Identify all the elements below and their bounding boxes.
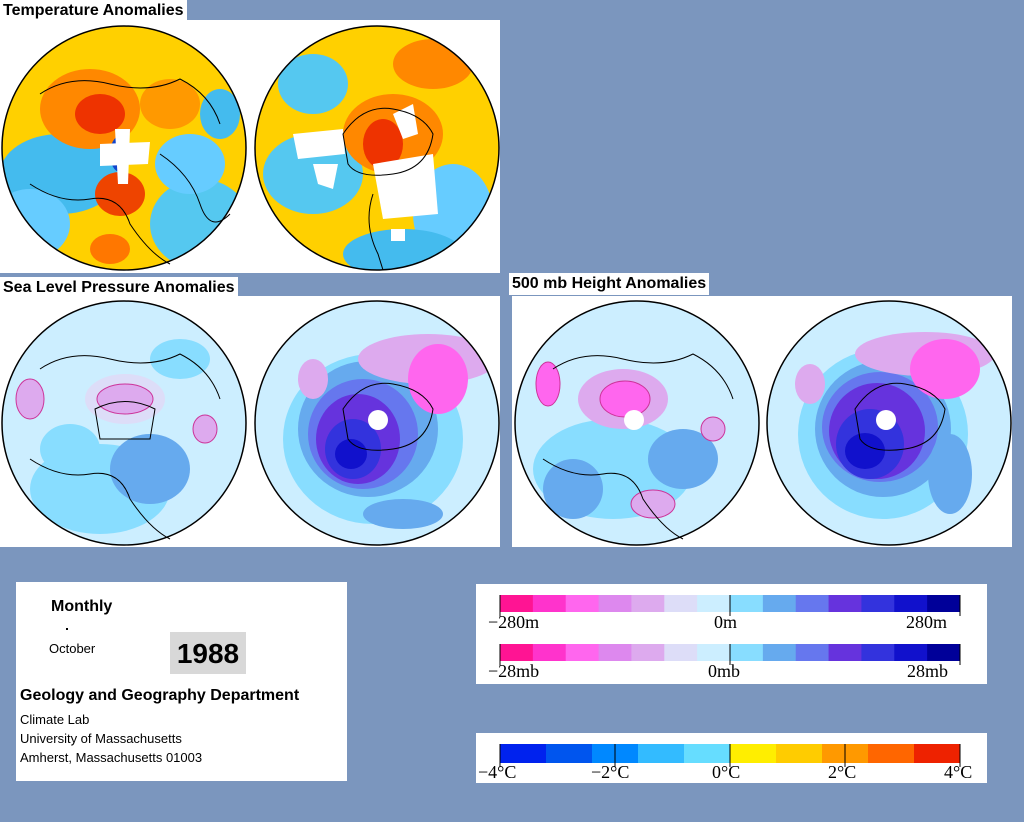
height-scale-swatch bbox=[532, 595, 567, 612]
height-scale-swatch bbox=[828, 595, 862, 612]
temp-scale-label: −4°C bbox=[478, 762, 517, 782]
temperature-scale-swatch bbox=[868, 744, 915, 763]
height-scale-swatch bbox=[730, 595, 764, 612]
temperature-scale-swatch bbox=[776, 744, 823, 763]
temperature-scale-swatch bbox=[546, 744, 593, 763]
temperature-scale-swatch bbox=[730, 744, 777, 763]
height-scale-swatch bbox=[697, 595, 731, 612]
temp-scale-label: 0°C bbox=[712, 762, 741, 782]
height-scale-swatch bbox=[861, 595, 895, 612]
temperature-legend: −4°C −2°C 0°C 2°C 4°C bbox=[476, 733, 987, 783]
pressure-scale-max: 28mb bbox=[907, 661, 949, 681]
pressure-scale-swatch bbox=[598, 644, 632, 661]
height-scale-swatch bbox=[631, 595, 665, 612]
height-scale-swatch bbox=[664, 595, 698, 612]
temperature-globe-north bbox=[0, 24, 248, 272]
month-label: October bbox=[49, 641, 96, 656]
temperature-title: Temperature Anomalies bbox=[0, 0, 187, 22]
temperature-colorbar bbox=[499, 744, 961, 767]
temp-scale-label: −2°C bbox=[591, 762, 630, 782]
anomaly-colorbars bbox=[499, 595, 961, 665]
height-scale-center: 0m bbox=[714, 612, 738, 632]
height-scale-swatch bbox=[598, 595, 632, 612]
pressure-scale-swatch bbox=[861, 644, 895, 661]
height-scale-max: 280m bbox=[906, 612, 948, 632]
slp-title: Sea Level Pressure Anomalies bbox=[0, 277, 238, 299]
temperature-scale-swatch bbox=[638, 744, 685, 763]
pressure-scale-swatch bbox=[697, 644, 731, 661]
temperature-globe-south bbox=[253, 24, 501, 272]
height-scale-swatch bbox=[762, 595, 797, 612]
temp-scale-label: 2°C bbox=[828, 762, 857, 782]
address-label: Amherst, Massachusetts 01003 bbox=[20, 750, 203, 765]
height-scale-min: −280m bbox=[488, 612, 540, 632]
height-globe-north bbox=[513, 299, 761, 547]
pressure-scale-swatch bbox=[730, 644, 764, 661]
temp-scale-label: 4°C bbox=[944, 762, 973, 782]
pressure-scale-swatch bbox=[631, 644, 665, 661]
height-scale-swatch bbox=[927, 595, 961, 612]
temperature-scale-swatch bbox=[684, 744, 731, 763]
year-label: 1988 bbox=[170, 632, 246, 674]
pressure-scale-swatch bbox=[762, 644, 797, 661]
height-scale-swatch bbox=[894, 595, 928, 612]
temperature-scale-swatch bbox=[914, 744, 961, 763]
temperature-scale-swatch bbox=[500, 744, 547, 763]
height-globe-south bbox=[765, 299, 1013, 547]
pressure-scale-swatch bbox=[894, 644, 928, 661]
height-scale-swatch bbox=[565, 595, 600, 612]
pressure-scale-swatch bbox=[500, 644, 534, 661]
pressure-scale-center: 0mb bbox=[708, 661, 741, 681]
university-label: University of Massachusetts bbox=[20, 731, 182, 746]
department-label: Geology and Geography Department bbox=[20, 687, 300, 704]
height-scale-swatch bbox=[795, 595, 830, 612]
slp-globe-north bbox=[0, 299, 248, 547]
anomaly-legend: −280m 0m 280m −28mb 0mb 28mb bbox=[476, 584, 987, 684]
slp-globe-south bbox=[253, 299, 501, 547]
info-box: Monthly October 1988 Geology and Geograp… bbox=[16, 582, 347, 781]
period-label: Monthly bbox=[51, 598, 113, 615]
pressure-scale-swatch bbox=[565, 644, 600, 661]
pressure-scale-swatch bbox=[664, 644, 698, 661]
height-title: 500 mb Height Anomalies bbox=[509, 273, 710, 295]
pressure-scale-swatch bbox=[532, 644, 567, 661]
pressure-scale-swatch bbox=[927, 644, 961, 661]
height-scale-swatch bbox=[500, 595, 534, 612]
pressure-scale-min: −28mb bbox=[488, 661, 540, 681]
dot-marker bbox=[66, 628, 68, 630]
pressure-scale-swatch bbox=[828, 644, 862, 661]
lab-label: Climate Lab bbox=[20, 712, 90, 727]
pressure-scale-swatch bbox=[795, 644, 830, 661]
